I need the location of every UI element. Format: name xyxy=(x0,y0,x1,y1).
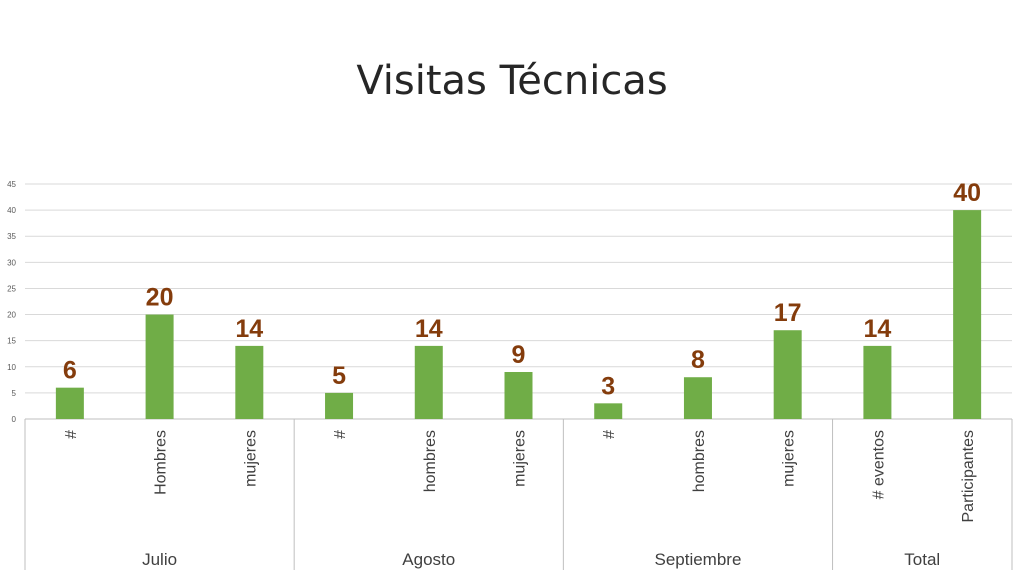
y-tick-label: 10 xyxy=(7,363,16,372)
data-label: 6 xyxy=(63,357,77,385)
category-label: # xyxy=(332,430,349,439)
bar xyxy=(594,403,623,419)
y-tick-label: 20 xyxy=(7,311,16,320)
data-label: 17 xyxy=(774,299,802,327)
category-label: # xyxy=(601,430,618,439)
bar xyxy=(145,314,174,419)
data-label: 14 xyxy=(864,315,892,343)
category-label: # eventos xyxy=(870,430,887,499)
category-label: mujeres xyxy=(781,430,798,487)
data-label: 20 xyxy=(146,284,174,312)
category-label: Participantes xyxy=(960,430,977,523)
y-axis-ticks: 0 5 10 15 20 25 30 35 40 45 xyxy=(7,180,16,424)
bar xyxy=(235,345,264,419)
group-label: Agosto xyxy=(402,550,455,569)
y-tick-label: 45 xyxy=(7,180,16,189)
group-label: Total xyxy=(904,550,940,569)
data-label: 5 xyxy=(332,362,346,390)
y-tick-label: 0 xyxy=(12,415,17,424)
y-tick-label: 15 xyxy=(7,337,16,346)
chart-title: Visitas Técnicas xyxy=(356,58,668,104)
bar xyxy=(863,345,892,419)
category-label: mujeres xyxy=(242,430,259,487)
bar xyxy=(773,330,802,419)
category-label: # xyxy=(63,430,80,439)
data-label: 40 xyxy=(953,179,981,207)
bar xyxy=(953,210,982,419)
category-label: hombres xyxy=(422,430,439,492)
data-label: 14 xyxy=(235,315,263,343)
category-label: mujeres xyxy=(512,430,529,487)
x-axis: # Hombres mujeres # hombres mujeres # hombres mu… xyxy=(24,419,1013,570)
y-tick-label: 35 xyxy=(7,232,16,241)
bar xyxy=(325,392,354,419)
y-tick-label: 5 xyxy=(12,389,17,398)
bar xyxy=(504,372,533,419)
data-label: 9 xyxy=(512,341,526,369)
bar xyxy=(683,377,712,419)
bars xyxy=(55,210,982,419)
category-label: hombres xyxy=(691,430,708,492)
bar xyxy=(414,345,443,419)
group-label: Julio xyxy=(142,550,177,569)
y-tick-label: 30 xyxy=(7,258,16,267)
data-label: 3 xyxy=(601,372,615,400)
data-label: 8 xyxy=(691,346,705,374)
category-label: Hombres xyxy=(153,430,170,495)
data-label: 14 xyxy=(415,315,443,343)
bar xyxy=(55,387,84,419)
y-tick-label: 40 xyxy=(7,206,16,215)
data-labels: 6 20 14 5 14 9 3 8 17 14 40 xyxy=(63,179,981,400)
group-label: Septiembre xyxy=(654,550,741,569)
y-tick-label: 25 xyxy=(7,284,16,293)
